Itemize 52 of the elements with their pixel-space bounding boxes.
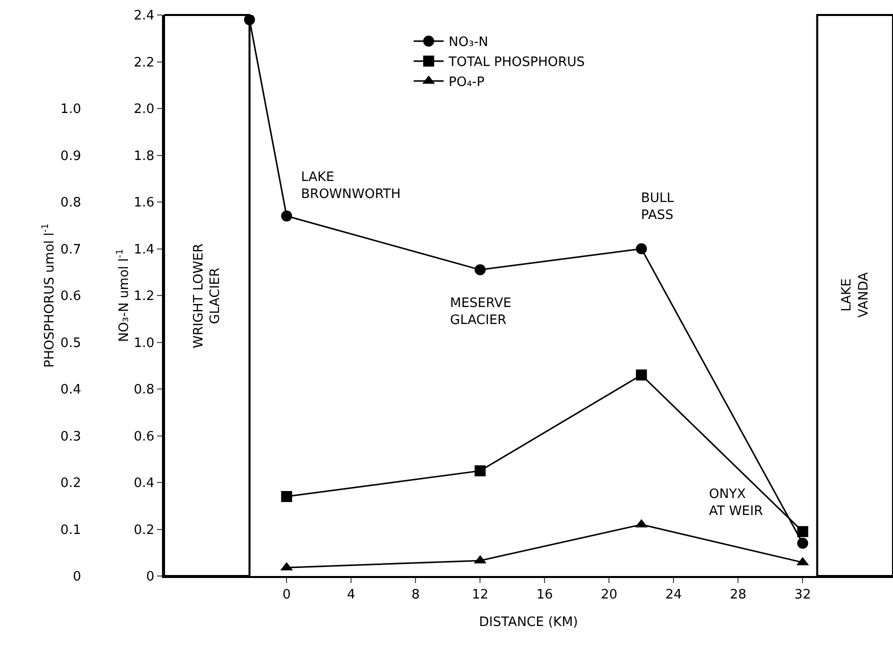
y2-tick-label: 0.5 [60,336,82,351]
y-tick-label: 1.0 [134,336,154,351]
y2-tick-label: 0.4 [60,382,82,398]
legend-label: TOTAL PHOSPHORUS [448,55,585,70]
y-tick-label: 0.8 [134,382,154,398]
y-tick-label: 2.2 [134,55,154,70]
y-tick-label: 1.8 [134,148,154,164]
y2-tick-label: 0.6 [60,289,82,304]
point [281,491,292,502]
x-tick-label: 28 [730,588,746,603]
y-tick-label: 0.6 [134,429,154,444]
x-tick-label: 24 [665,588,682,603]
y-tick-label: 2.4 [134,8,154,24]
y-tick-label: 2.0 [134,102,154,118]
annotation: ONYX AT WEIR [709,487,763,519]
band-label: LAKE VANDA [840,272,872,318]
y2-tick-label: 0.8 [60,196,82,211]
point [636,369,647,380]
point [636,243,647,254]
x-axis-title: DISTANCE (KM) [479,615,578,630]
x-tick-label: 16 [536,588,553,603]
y-tick-label: 0.4 [134,476,154,492]
point [244,15,256,26]
y-tick-label: 1.6 [134,196,154,211]
y-tick-label: 1.2 [134,289,154,304]
annotation: BULL PASS [641,191,675,223]
x-tick-label: 32 [794,588,811,603]
y2-tick-label: 1.0 [60,102,82,118]
x-tick-label: 12 [472,588,488,603]
x-tick-label: 4 [346,588,356,603]
y2-tick-label: 0.3 [60,429,82,444]
point [797,538,808,549]
annotation: MESERVE GLACIER [450,296,512,328]
x-tick-label: 0 [282,588,291,603]
y2-tick-label: 0.1 [60,522,82,538]
x-tick-label: 8 [411,588,420,603]
point [474,465,486,476]
y-tick-label: 0 [146,570,154,585]
y2-tick-label: 0.9 [60,148,82,164]
y2-tick-label: 0.7 [60,242,82,258]
x-tick-label: 20 [600,588,618,603]
y-tick-label: 0.2 [134,522,154,538]
legend-label: PO₄-P [448,75,485,90]
point [474,264,486,276]
y-tick-label: 1.4 [134,242,154,258]
legend-label: NO₃-N [448,35,488,50]
annotation: LAKE BROWNWORTH [301,170,401,202]
point [281,210,292,222]
point [797,526,808,538]
y2-tick-label: 0.2 [60,476,82,492]
y2-tick-label: 0 [72,570,82,585]
band-label: WRIGHT LOWER GLACIER [191,244,224,348]
